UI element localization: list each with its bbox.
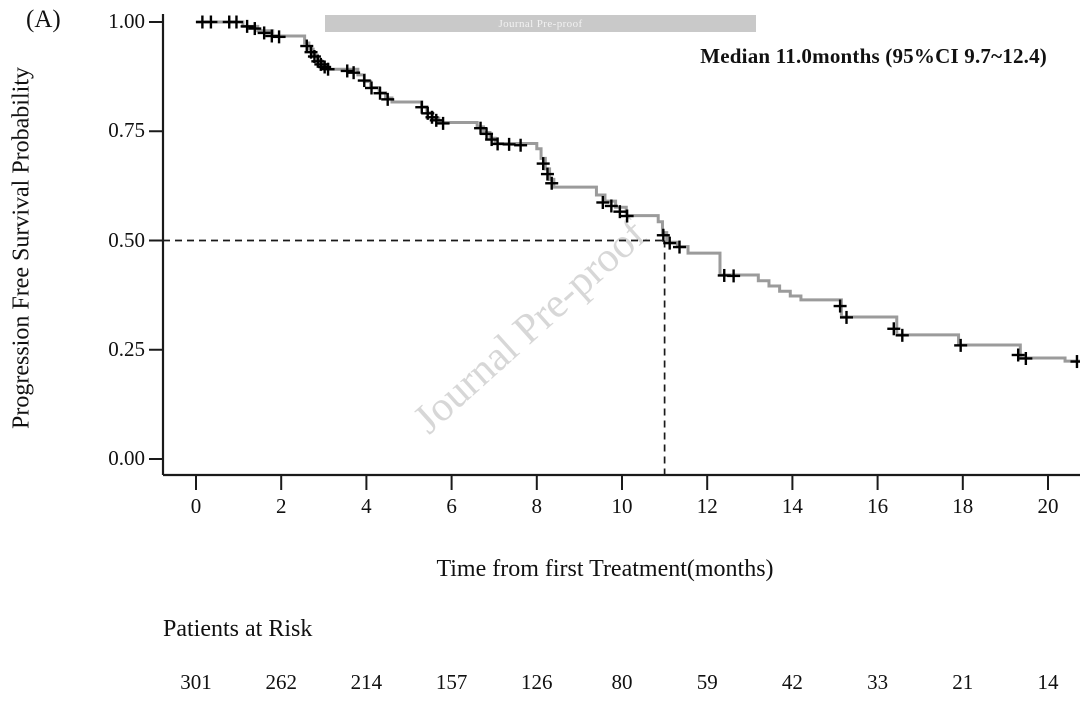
- censor-mark: [895, 328, 909, 342]
- censor-mark: [365, 81, 379, 95]
- at-risk-count: 14: [1037, 670, 1059, 694]
- censor-mark: [248, 22, 262, 36]
- x-tick-label: 14: [781, 494, 803, 518]
- censor-mark: [229, 15, 243, 29]
- censor-mark: [436, 116, 450, 130]
- censor-mark: [545, 176, 559, 190]
- censor-mark: [954, 338, 968, 352]
- panel-label: (A): [26, 6, 61, 33]
- censor-mark: [833, 299, 847, 313]
- censor-mark: [536, 157, 550, 171]
- y-tick-label: 0.50: [108, 227, 145, 252]
- x-tick-label: 2: [275, 494, 287, 518]
- at-risk-count: 42: [781, 670, 803, 694]
- y-tick-label: 1.00: [108, 9, 145, 33]
- censor-mark: [415, 100, 429, 114]
- median-annotation: Median 11.0months (95%CI 9.7~12.4): [700, 44, 1047, 68]
- x-tick-label: 18: [952, 494, 974, 518]
- y-tick-label: 0.00: [108, 446, 145, 470]
- censor-mark: [272, 30, 286, 44]
- journal-preproof-banner-text: Journal Pre-proof: [498, 17, 583, 30]
- x-tick-label: 0: [190, 494, 202, 518]
- censor-mark: [491, 137, 505, 151]
- censor-mark: [596, 195, 610, 209]
- censor-mark: [673, 240, 687, 254]
- censor-mark: [474, 121, 488, 135]
- censor-mark: [656, 228, 670, 242]
- journal-preproof-banner: Journal Pre-proof: [325, 15, 756, 32]
- at-risk-count: 59: [696, 670, 718, 694]
- censor-mark: [1011, 348, 1025, 362]
- censor-mark: [357, 74, 371, 88]
- censor-mark: [204, 15, 218, 29]
- x-tick-label: 20: [1037, 494, 1059, 518]
- y-tick-label: 0.75: [108, 118, 145, 143]
- at-risk-count: 157: [435, 670, 468, 694]
- censor-mark: [340, 64, 354, 78]
- censor-mark: [840, 310, 854, 324]
- censor-mark: [727, 269, 741, 283]
- x-tick-label: 16: [867, 494, 889, 518]
- at-risk-count: 301: [180, 670, 212, 694]
- at-risk-count: 214: [350, 670, 383, 694]
- censor-mark: [620, 209, 634, 223]
- censor-mark: [347, 66, 361, 80]
- at-risk-count: 126: [521, 670, 553, 694]
- censor-mark: [604, 199, 618, 213]
- censor-mark: [311, 54, 325, 68]
- censor-mark: [257, 26, 271, 40]
- censor-mark: [240, 19, 254, 33]
- censor-mark: [663, 236, 677, 250]
- censor-mark: [321, 62, 335, 76]
- censor-mark: [373, 86, 387, 100]
- x-tick-label: 6: [446, 494, 457, 518]
- censor-mark: [540, 167, 554, 181]
- x-tick-label: 10: [611, 494, 633, 518]
- censor-mark: [1070, 355, 1080, 369]
- at-risk-count: 262: [265, 670, 297, 694]
- censor-mark: [1019, 351, 1033, 365]
- censor-mark: [613, 205, 627, 219]
- censor-mark: [429, 113, 443, 127]
- censor-mark: [887, 322, 901, 336]
- x-tick-label: 8: [531, 494, 543, 518]
- censor-mark: [514, 138, 528, 152]
- x-tick-label: 4: [361, 494, 372, 518]
- at-risk-count: 33: [867, 670, 889, 694]
- at-risk-count: 80: [611, 670, 633, 694]
- x-axis-title: Time from first Treatment(months): [436, 556, 774, 582]
- censor-mark: [502, 137, 516, 151]
- censor-mark: [381, 92, 395, 106]
- at-risk-label: Patients at Risk: [163, 616, 313, 642]
- x-tick-label: 12: [696, 494, 718, 518]
- at-risk-count: 21: [952, 670, 974, 694]
- y-tick-label: 0.25: [108, 336, 145, 361]
